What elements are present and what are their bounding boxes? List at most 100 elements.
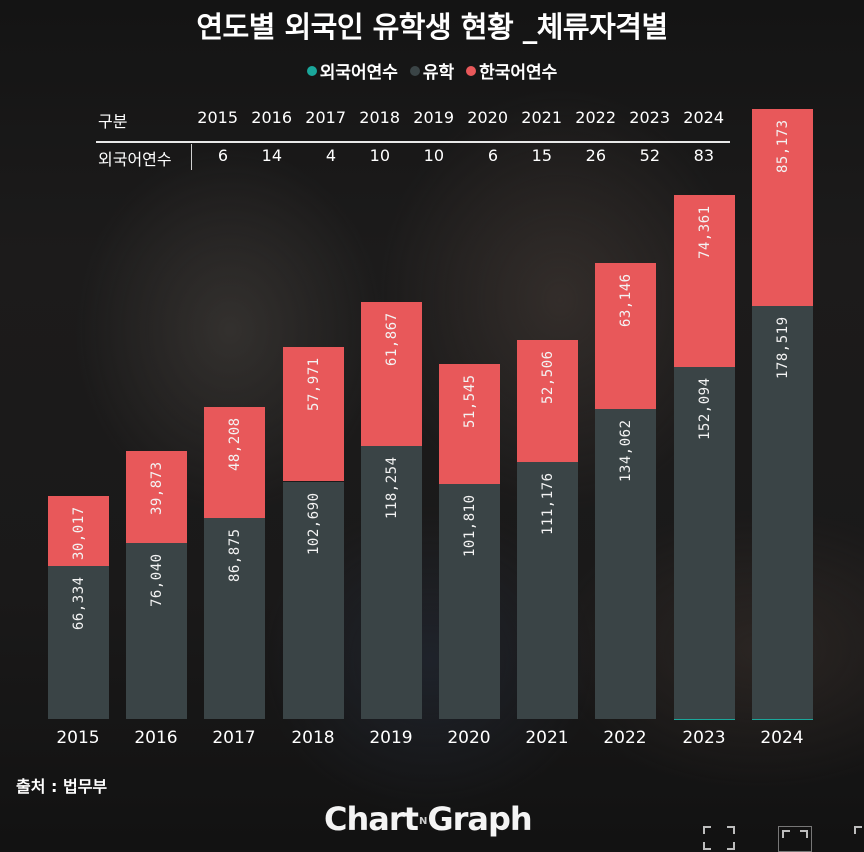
bar-value-label: 52,506 [540,351,556,405]
legend-dot-study-abroad [410,66,420,76]
bar-segment-korean-language: 30,017 [48,496,109,565]
bar-value-label: 74,361 [697,206,713,260]
bar-value-label: 76,040 [149,554,165,608]
table-header-year: 2019 [404,108,454,127]
bar-segment-korean-language: 51,545 [439,364,500,483]
table-cell-value: 14 [232,146,282,165]
bar-2015: 66,334 30,017 [48,496,109,719]
table-cell-value: 83 [664,146,714,165]
table-header-year: 2018 [350,108,400,127]
chartngraph-logo: ChartNGraph [324,800,532,838]
bar-segment-korean-language: 63,146 [595,263,656,409]
table-cell-value: 26 [556,146,606,165]
bar-value-label: 101,810 [462,494,478,557]
logo-mid: N [419,816,426,827]
legend-item-korean-language: 한국어연수 [466,58,557,83]
bar-2022: 134,062 63,146 [595,263,656,719]
table-header-year: 2016 [242,108,292,127]
bar-value-label: 178,519 [775,316,791,379]
bar-segment-korean-language: 57,971 [283,347,344,481]
bar-value-label: 86,875 [227,529,243,583]
bar-value-label: 30,017 [71,507,87,561]
bar-segment-study-abroad: 118,254 [361,446,422,719]
bar-segment-study-abroad: 134,062 [595,409,656,719]
bar-value-label: 48,208 [227,417,243,471]
legend-dot-foreign-language [307,66,317,76]
x-axis-label: 2017 [194,728,274,748]
bar-value-label: 57,971 [306,358,322,412]
bar-value-label: 66,334 [71,576,87,630]
bar-segment-korean-language: 74,361 [674,195,735,367]
bar-2023: 152,094 74,361 [674,195,735,719]
table-cell-value: 6 [448,146,498,165]
legend-label: 한국어연수 [479,58,557,83]
theater-mode-icon[interactable] [778,826,812,852]
bar-2021: 111,176 52,506 [517,340,578,719]
table-cell-value: 4 [286,146,336,165]
table-header-year: 2021 [512,108,562,127]
bar-segment-study-abroad: 111,176 [517,462,578,719]
miniplayer-icon[interactable] [854,826,864,850]
bar-value-label: 85,173 [775,119,791,173]
x-axis-label: 2015 [38,728,118,748]
x-axis-label: 2024 [742,728,822,748]
bar-value-label: 152,094 [697,378,713,441]
bar-segment-study-abroad: 152,094 [674,367,735,719]
bar-segment-study-abroad: 76,040 [126,543,187,719]
x-axis-label: 2023 [664,728,744,748]
table-header-year: 2024 [674,108,724,127]
bar-2016: 76,040 39,873 [126,451,187,719]
bar-2019: 118,254 61,867 [361,302,422,719]
legend-dot-korean-language [466,66,476,76]
table-header-year: 2020 [458,108,508,127]
table-header-label: 구분 [98,108,127,132]
bar-segment-korean-language: 52,506 [517,340,578,461]
x-axis-label: 2016 [116,728,196,748]
bar-value-label: 102,690 [306,492,322,555]
bar-segment-study-abroad: 178,519 [752,306,813,719]
bar-segment-korean-language: 48,208 [204,407,265,518]
bar-2024: 178,519 85,173 [752,109,813,719]
table-row-label: 외국어연수 [98,146,172,170]
logo-left: Chart [324,800,418,838]
table-cell-value: 10 [340,146,390,165]
bar-value-label: 111,176 [540,472,556,535]
x-axis-label: 2018 [273,728,353,748]
bar-value-label: 63,146 [618,273,634,327]
table-header-year: 2017 [296,108,346,127]
bar-segment-study-abroad: 102,690 [283,482,344,719]
bar-2018: 102,690 57,971 [283,347,344,719]
chart-title: 연도별 외국인 유학생 현황 _체류자격별 [0,4,864,46]
bar-2017: 86,875 48,208 [204,407,265,719]
bar-segment-study-abroad: 66,334 [48,566,109,719]
bar-2020: 101,810 51,545 [439,364,500,719]
legend-item-foreign-language: 외국어연수 [307,58,398,83]
source-note: 출처 : 법무부 [16,773,107,797]
table-cell-value: 15 [502,146,552,165]
bar-segment-korean-language: 39,873 [126,451,187,543]
bar-segment-korean-language: 61,867 [361,302,422,445]
table-cell-value: 52 [610,146,660,165]
legend-item-study-abroad: 유학 [410,58,454,83]
logo-right: Graph [427,800,531,838]
bar-value-label: 134,062 [618,419,634,482]
x-axis-label: 2022 [585,728,665,748]
x-axis-label: 2019 [351,728,431,748]
x-axis-label: 2021 [507,728,587,748]
bar-value-label: 51,545 [462,375,478,429]
fullscreen-icon[interactable] [703,826,735,850]
legend-label: 유학 [423,58,454,83]
legend-label: 외국어연수 [320,58,398,83]
table-header-year: 2015 [188,108,238,127]
table-cell-value: 10 [394,146,444,165]
bar-value-label: 118,254 [384,456,400,519]
table-cell-value: 6 [178,146,228,165]
bar-segment-study-abroad: 86,875 [204,518,265,719]
x-axis-label: 2020 [429,728,509,748]
bar-value-label: 39,873 [149,461,165,515]
table-header-year: 2022 [566,108,616,127]
table-header-year: 2023 [620,108,670,127]
legend: 외국어연수 유학 한국어연수 [0,58,864,83]
